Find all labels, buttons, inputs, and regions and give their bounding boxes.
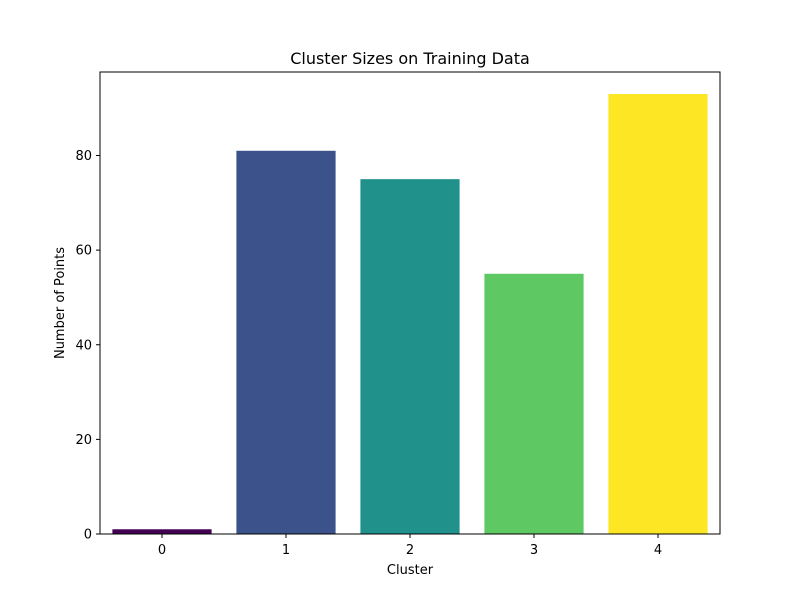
bar-cluster-3 (484, 273, 584, 534)
bar-cluster-0 (112, 529, 212, 534)
x-tick-label: 4 (654, 543, 662, 558)
y-tick-label: 20 (75, 433, 92, 448)
chart-title: Cluster Sizes on Training Data (290, 49, 530, 68)
x-tick-label: 1 (282, 543, 290, 558)
y-tick-label: 60 (75, 244, 92, 259)
x-tick-label: 2 (406, 543, 414, 558)
y-tick-label: 40 (75, 338, 92, 353)
bar-cluster-4 (608, 94, 708, 534)
x-tick-label: 3 (530, 543, 538, 558)
y-tick-label: 0 (84, 528, 92, 543)
y-axis: 0 20 40 60 80 (75, 149, 100, 543)
bars-group (112, 94, 708, 534)
bar-cluster-1 (236, 150, 336, 534)
y-axis-label: Number of Points (53, 247, 68, 359)
y-tick-label: 80 (75, 149, 92, 164)
x-axis-label: Cluster (387, 563, 434, 578)
x-tick-label: 0 (158, 543, 166, 558)
bar-cluster-2 (360, 179, 460, 534)
x-axis: 0 1 2 3 4 (158, 534, 662, 558)
